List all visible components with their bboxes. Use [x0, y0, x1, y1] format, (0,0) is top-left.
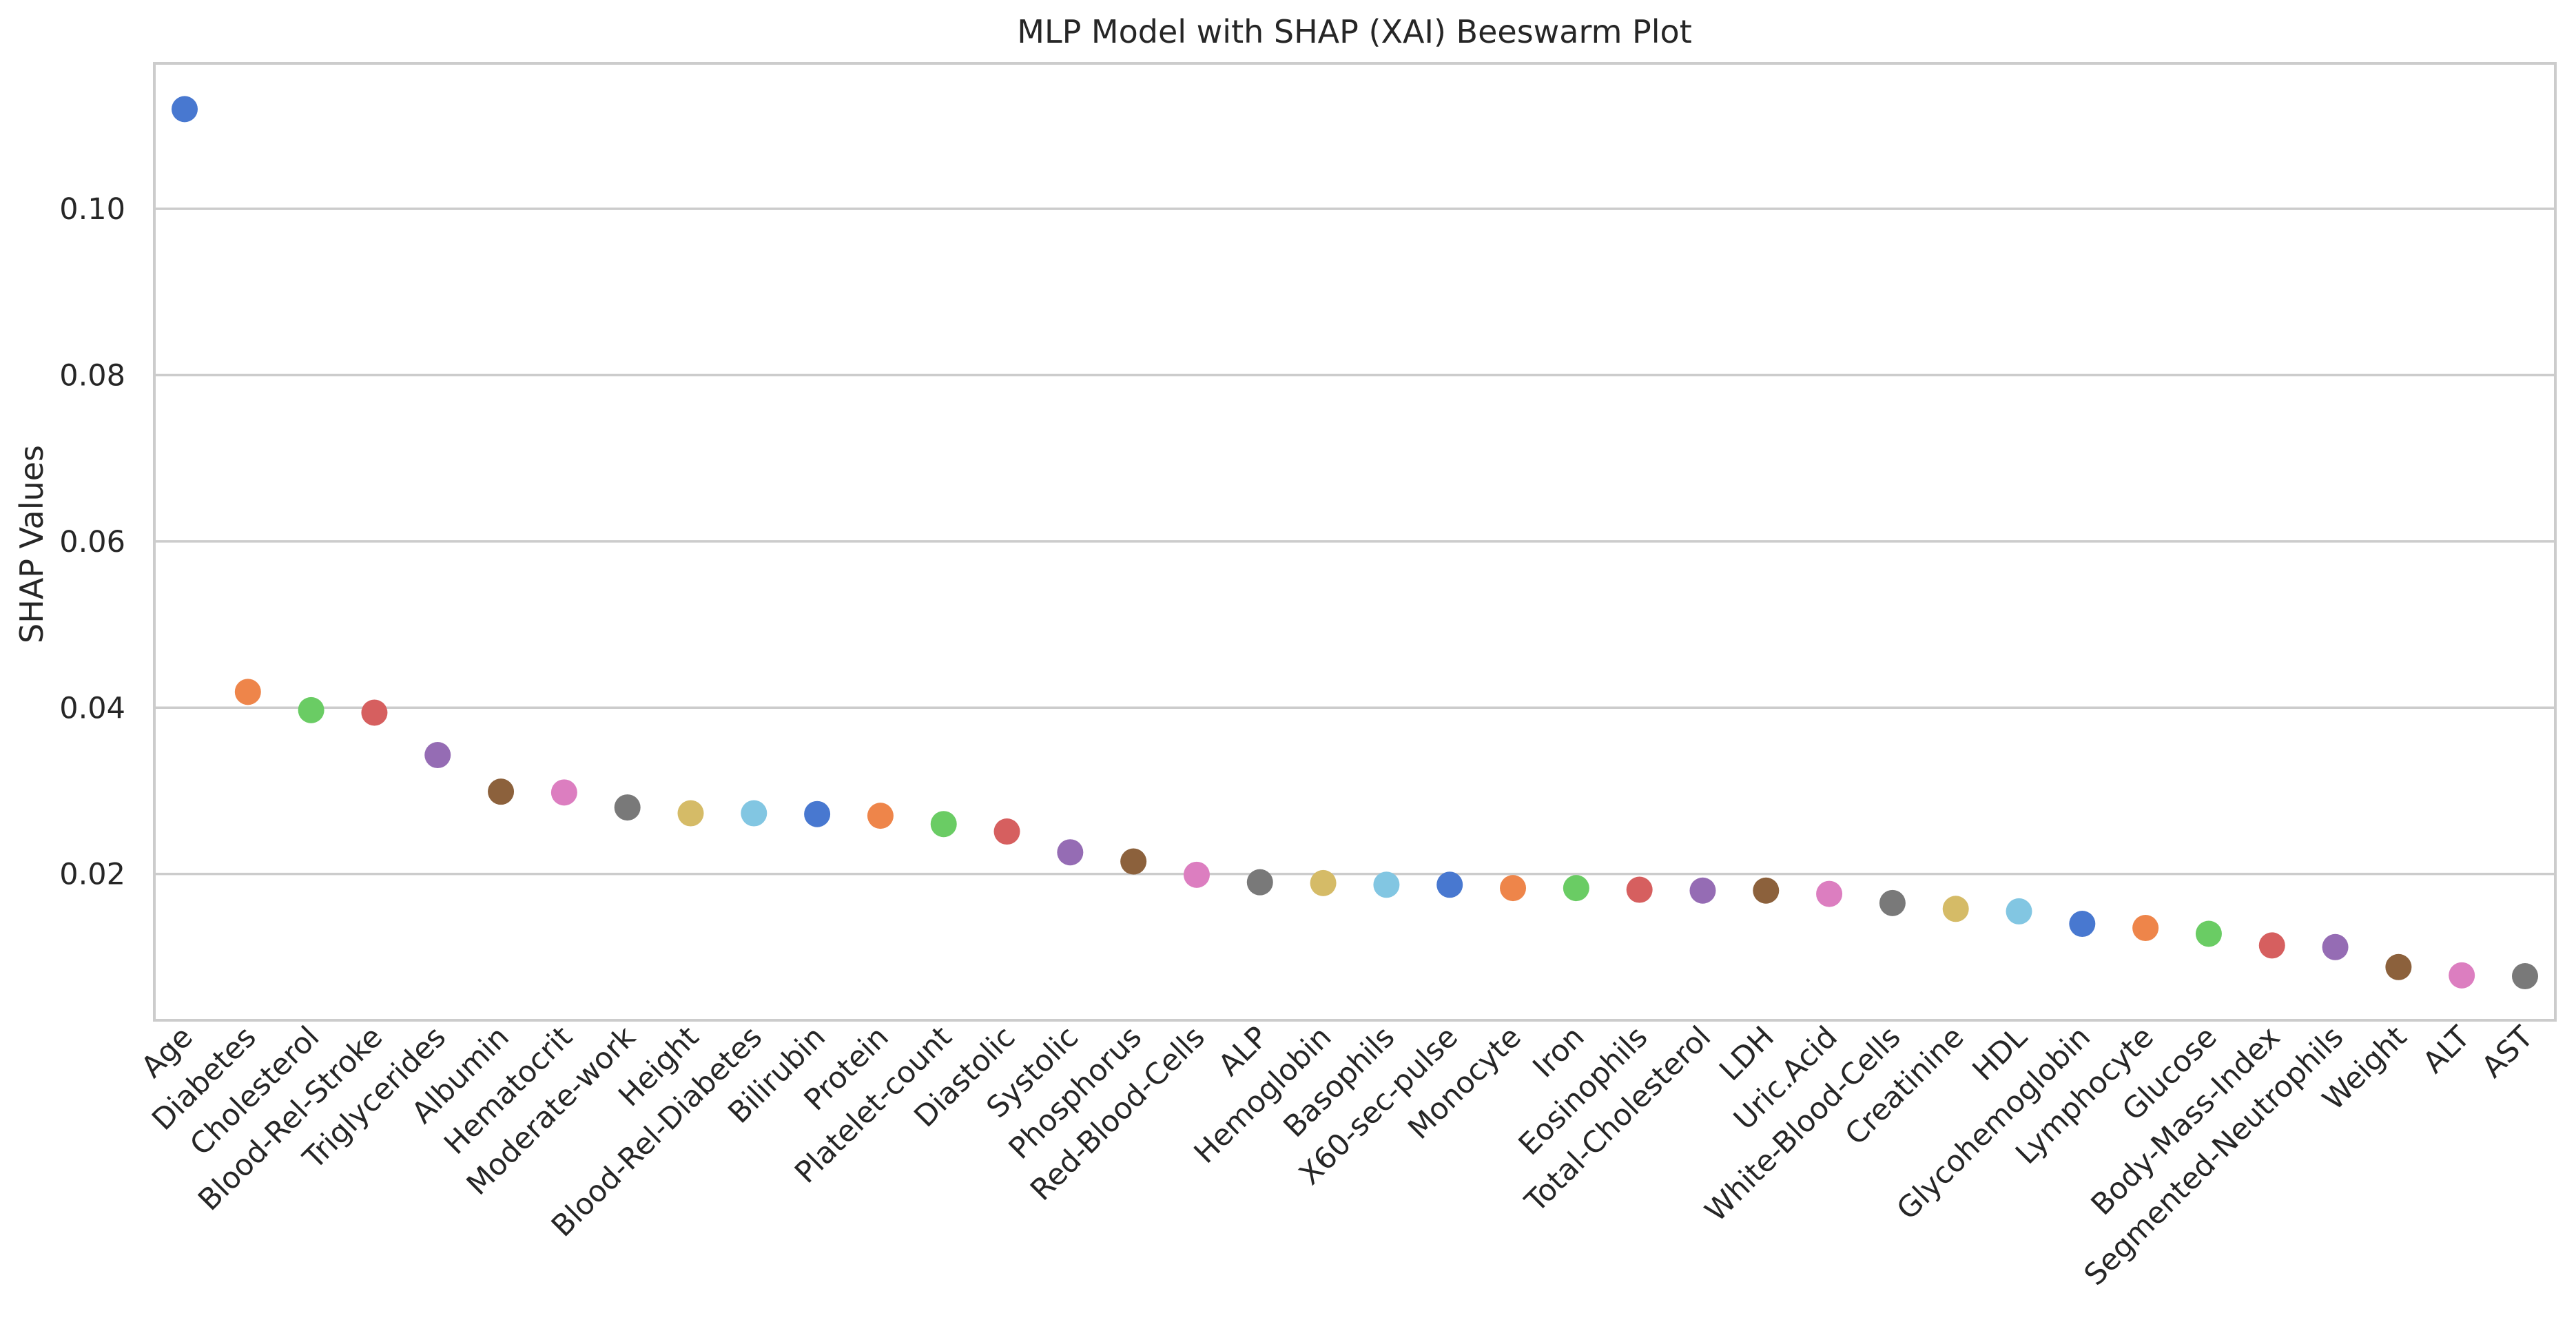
- x-tick-labels: AgeDiabetesCholesterolBlood-Rel-StrokeTr…: [135, 1020, 2541, 1292]
- point-phosphorus: [1120, 848, 1147, 875]
- point-systolic: [1057, 839, 1084, 866]
- point-platelet-count: [930, 811, 957, 838]
- point-moderate-work: [614, 794, 641, 821]
- point-hemoglobin: [1310, 869, 1337, 896]
- point-monocyte: [1500, 875, 1527, 902]
- point-height: [677, 800, 704, 827]
- point-white-blood-cells: [1879, 889, 1906, 916]
- point-glucose: [2195, 920, 2222, 947]
- plot-frame: [153, 62, 2557, 1022]
- point-albumin: [488, 778, 515, 805]
- point-eosinophils: [1626, 876, 1653, 903]
- point-age: [172, 96, 198, 123]
- point-hdl: [2006, 898, 2032, 925]
- grid-lines: [154, 207, 2555, 876]
- point-diabetes: [234, 679, 261, 705]
- point-hematocrit: [550, 779, 577, 806]
- point-body-mass-index: [2258, 932, 2285, 959]
- point-glycohemoglobin: [2069, 911, 2096, 938]
- y-tick-label: 0.04: [59, 691, 125, 725]
- point-uric-acid: [1816, 880, 1843, 907]
- point-blood-rel-diabetes: [741, 800, 767, 827]
- point-diastolic: [993, 818, 1020, 845]
- point-bilirubin: [804, 801, 831, 827]
- point-alp: [1246, 869, 1273, 896]
- point-segmented-neutrophils: [2322, 933, 2349, 960]
- data-points: [172, 96, 2538, 990]
- point-ast: [2512, 963, 2538, 990]
- point-x60-sec-pulse: [1436, 871, 1463, 898]
- y-axis-label: SHAP Values: [13, 445, 50, 643]
- point-iron: [1563, 875, 1589, 902]
- point-basophils: [1373, 871, 1400, 898]
- y-tick-label: 0.06: [59, 525, 125, 559]
- point-total-cholesterol: [1689, 877, 1716, 904]
- point-cholesterol: [298, 696, 324, 723]
- x-tick-label: ALT: [2416, 1020, 2477, 1080]
- point-ldh: [1753, 877, 1780, 904]
- point-protein: [867, 803, 894, 829]
- y-tick-label: 0.02: [59, 858, 125, 892]
- point-creatinine: [1942, 896, 1969, 922]
- point-triglycerides: [424, 742, 451, 769]
- point-red-blood-cells: [1183, 861, 1210, 888]
- chart-title: MLP Model with SHAP (XAI) Beeswarm Plot: [1017, 13, 1691, 50]
- point-alt: [2449, 962, 2475, 989]
- x-tick-label: AST: [2475, 1020, 2541, 1085]
- y-tick-label: 0.08: [59, 359, 125, 393]
- point-weight: [2385, 953, 2412, 980]
- y-tick-labels: 0.02 0.04 0.06 0.08 0.10: [59, 192, 125, 891]
- y-tick-label: 0.10: [59, 192, 125, 227]
- point-lymphocyte: [2132, 915, 2159, 942]
- point-blood-rel-stroke: [361, 699, 388, 726]
